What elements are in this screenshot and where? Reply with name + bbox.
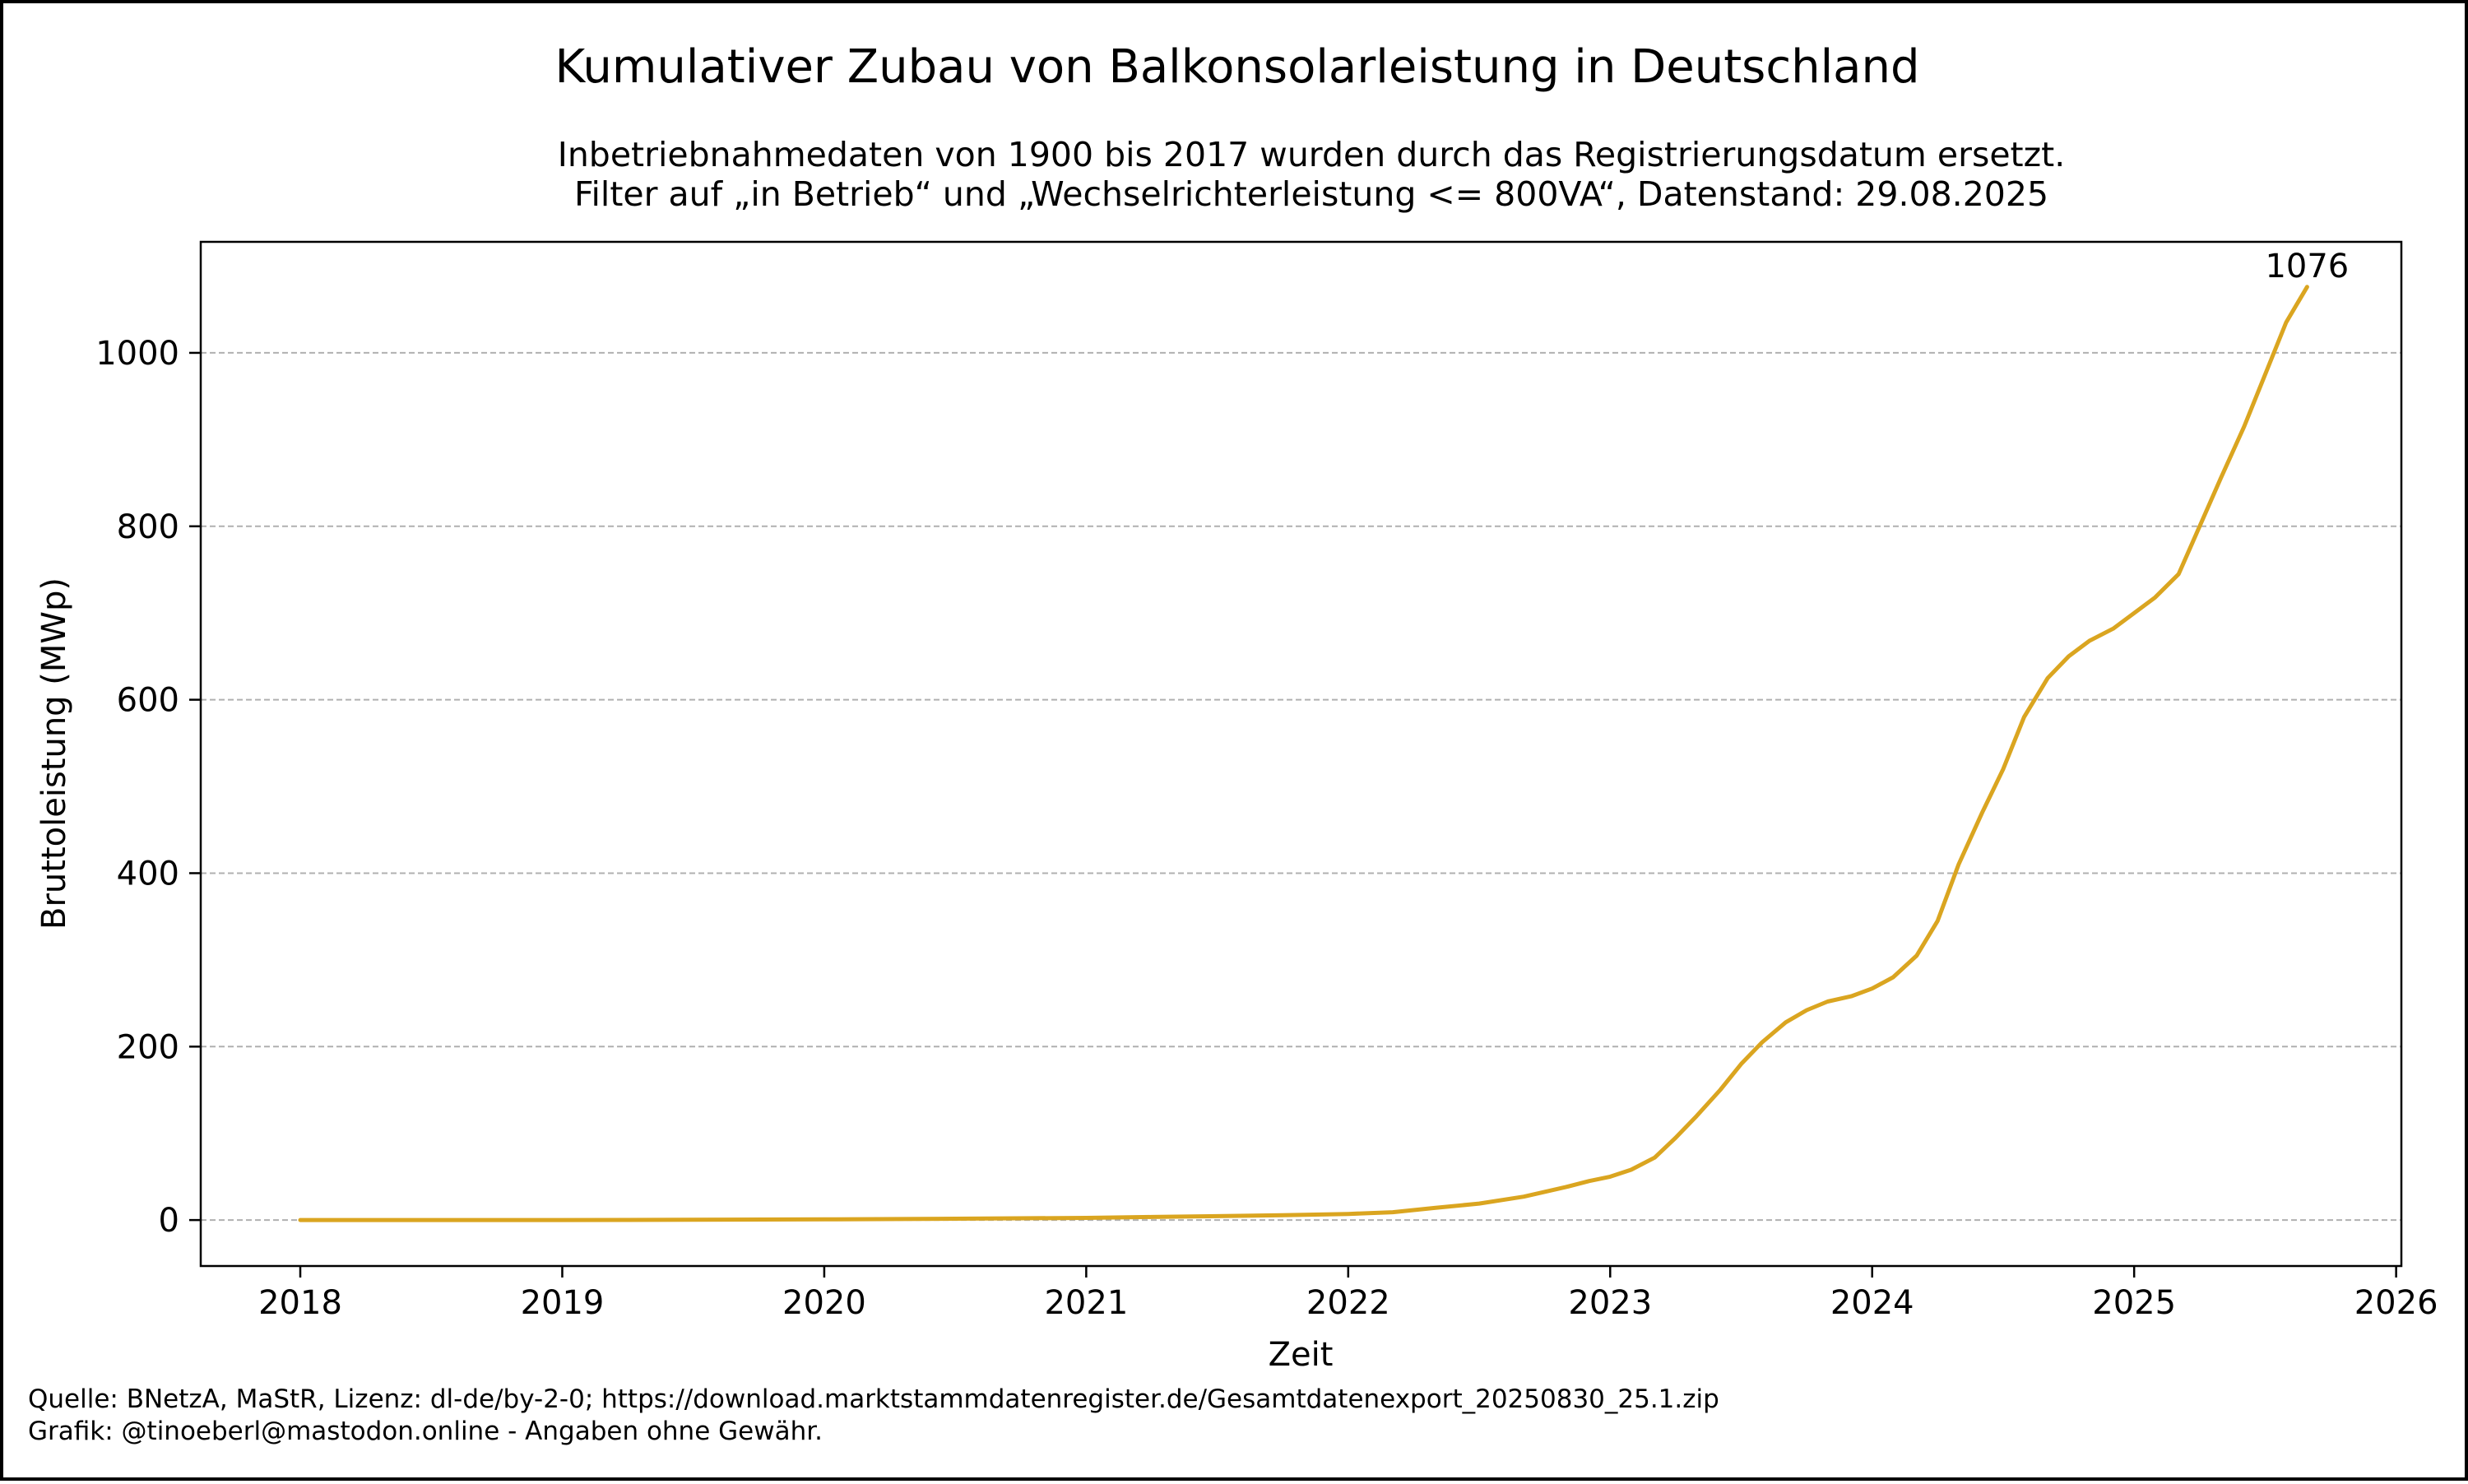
y-tick-label: 200 xyxy=(117,1028,179,1066)
series-line xyxy=(298,285,2309,1222)
credit-note: Grafik: @tinoeberl@mastodon.online - Ang… xyxy=(28,1417,823,1446)
line-chart: Kumulativer Zubau von Balkonsolarleistun… xyxy=(28,40,2438,1446)
x-tick-label: 2022 xyxy=(1306,1284,1390,1322)
source-note: Quelle: BNetzA, MaStR, Lizenz: dl-de/by-… xyxy=(28,1384,1719,1414)
end-value-annotation: 1076 xyxy=(2265,248,2349,285)
y-axis-label: Bruttoleistung (MWp) xyxy=(35,577,73,930)
x-tick-label: 2020 xyxy=(782,1284,866,1322)
y-tick-label: 1000 xyxy=(95,335,179,373)
x-tick-label: 2018 xyxy=(258,1284,342,1322)
x-axis-label: Zeit xyxy=(1269,1336,1334,1374)
axis-ticks: 0 200 400 600 800 1000 2018 2019 2020 2021 2022 202… xyxy=(95,335,2438,1322)
x-tick-label: 2021 xyxy=(1044,1284,1128,1322)
chart-subtitle-line-1: Inbetriebnahmedaten von 1900 bis 2017 wu… xyxy=(558,135,2066,174)
x-tick-label: 2019 xyxy=(521,1284,605,1322)
chart-title: Kumulativer Zubau von Balkonsolarleistun… xyxy=(554,40,1919,94)
y-tick-label: 400 xyxy=(117,855,179,893)
plot-area xyxy=(298,285,2309,1222)
gridlines xyxy=(201,351,2401,1222)
plot-frame xyxy=(199,240,2403,1268)
x-tick-label: 2025 xyxy=(2092,1284,2176,1322)
x-tick-label: 2026 xyxy=(2354,1284,2438,1322)
y-tick-label: 600 xyxy=(117,682,179,720)
chart-subtitle-line-2: Filter auf „in Betrieb“ und „Wechselrich… xyxy=(574,174,2048,214)
y-tick-label: 0 xyxy=(159,1202,179,1240)
x-tick-label: 2023 xyxy=(1568,1284,1652,1322)
y-tick-label: 800 xyxy=(117,508,179,546)
x-tick-label: 2024 xyxy=(1830,1284,1914,1322)
